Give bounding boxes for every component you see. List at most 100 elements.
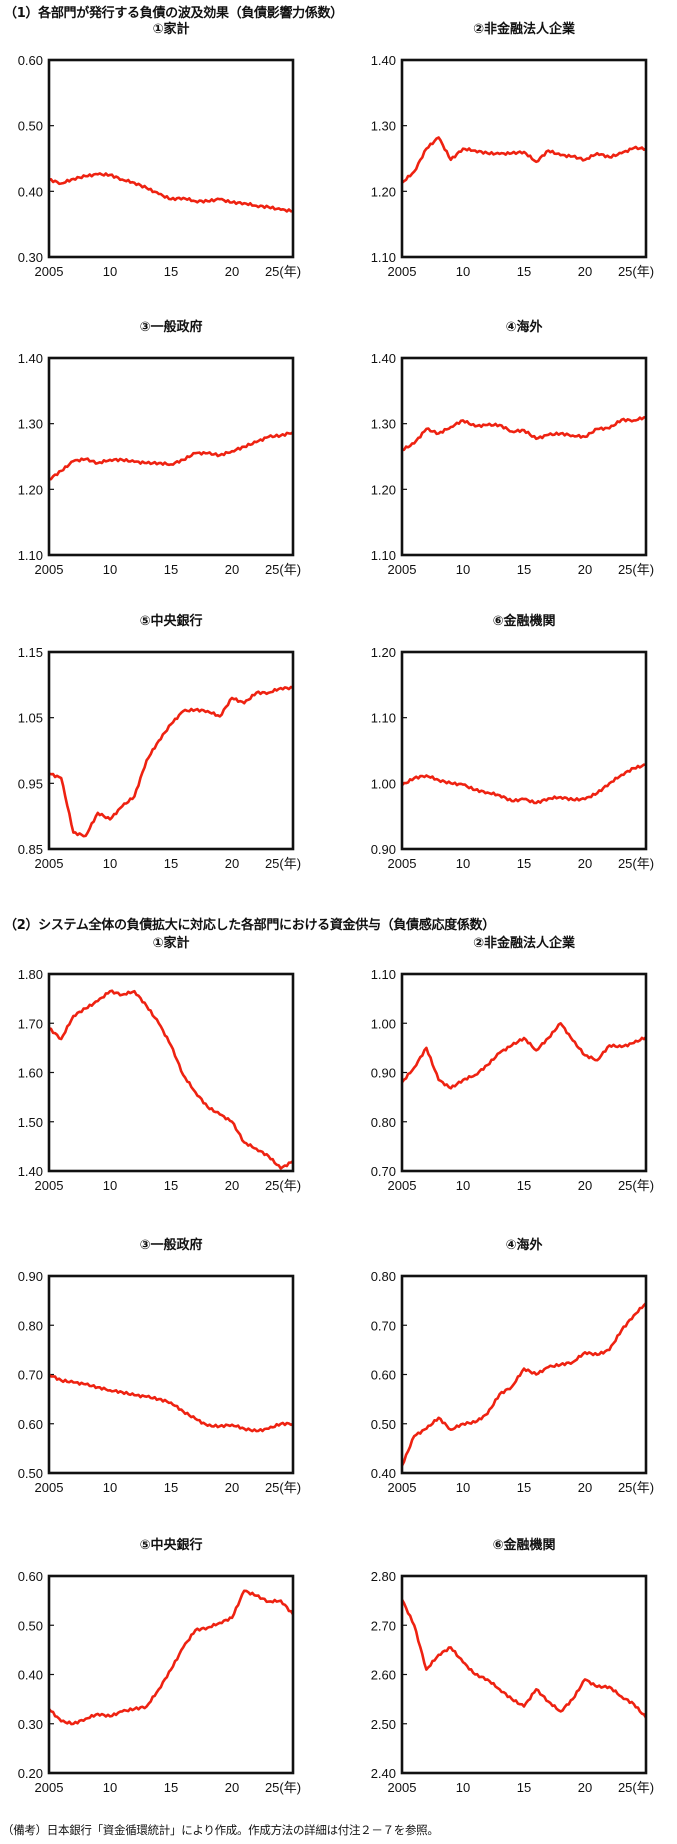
x-tick-label: 10 xyxy=(103,856,117,871)
x-tick-label: 25(年) xyxy=(265,264,301,279)
source-note: （備考）日本銀行「資金循環統計」により作成。作成方法の詳細は付注２－７を参照。 xyxy=(2,1823,439,1837)
y-tick-label: 2.60 xyxy=(371,1668,396,1683)
plot-frame xyxy=(400,972,648,1173)
y-tick-label: 1.00 xyxy=(371,1016,396,1031)
x-tick-label: 10 xyxy=(456,562,470,577)
x-tick-label: 10 xyxy=(456,264,470,279)
data-line xyxy=(400,1598,648,1719)
plot-frame xyxy=(400,58,648,259)
x-tick-label: 2005 xyxy=(388,1178,417,1193)
chart-title: ③一般政府 xyxy=(139,1238,203,1253)
y-tick-label: 1.00 xyxy=(371,776,396,791)
section-2-title: （2）システム全体の負債拡大に対応した各部門における資金供与（負債感応度係数） xyxy=(4,918,495,933)
chart-title: ④海外 xyxy=(505,320,543,335)
x-tick-label: 20 xyxy=(578,1480,592,1495)
y-tick-label: 2.40 xyxy=(371,1766,396,1781)
y-tick-label: 1.20 xyxy=(371,184,396,199)
x-tick-label: 2005 xyxy=(35,562,64,577)
x-tick-label: 10 xyxy=(103,1178,117,1193)
y-tick-label: 0.95 xyxy=(18,776,43,791)
y-tick-label: 1.10 xyxy=(371,250,396,265)
y-tick-label: 1.70 xyxy=(18,1016,43,1031)
plot-frame xyxy=(47,1274,295,1475)
plot-frame xyxy=(400,1574,648,1775)
y-tick-label: 1.60 xyxy=(18,1066,43,1081)
y-tick-label: 1.50 xyxy=(18,1115,43,1130)
y-tick-label: 1.40 xyxy=(18,351,43,366)
y-tick-label: 0.80 xyxy=(18,1318,43,1333)
chart-panel-s1-overseas: ④海外 1.40 1.30 1.20 1.10 2005 10 15 20 25(年) xyxy=(345,316,675,606)
y-tick-label: 1.40 xyxy=(371,53,396,68)
chart-title: ③一般政府 xyxy=(139,320,203,335)
x-tick-label: 20 xyxy=(225,1480,239,1495)
x-tick-label: 10 xyxy=(103,1780,117,1795)
data-line xyxy=(48,431,294,481)
data-line xyxy=(48,1589,295,1726)
x-tick-label: 20 xyxy=(578,264,592,279)
x-tick-label: 2005 xyxy=(35,856,64,871)
x-tick-label: 15 xyxy=(164,856,178,871)
x-tick-label: 20 xyxy=(225,1780,239,1795)
x-tick-label: 15 xyxy=(164,264,178,279)
x-tick-label: 15 xyxy=(164,562,178,577)
y-tick-label: 0.50 xyxy=(18,119,43,134)
x-tick-label: 10 xyxy=(456,1780,470,1795)
plot-frame xyxy=(47,650,295,851)
y-tick-label: 0.20 xyxy=(18,1766,43,1781)
x-tick-label: 2005 xyxy=(35,1780,64,1795)
y-tick-label: 0.40 xyxy=(18,184,43,199)
x-tick-label: 20 xyxy=(578,1178,592,1193)
y-tick-label: 0.90 xyxy=(18,1269,43,1284)
y-tick-label: 0.60 xyxy=(371,1368,396,1383)
y-tick-label: 0.70 xyxy=(18,1368,43,1383)
y-tick-label: 2.70 xyxy=(371,1618,396,1633)
plot-frame xyxy=(47,356,295,557)
x-tick-label: 20 xyxy=(578,856,592,871)
plot-frame xyxy=(400,650,648,851)
data-line xyxy=(401,415,647,452)
section-1-title: （1）各部門が発行する負債の波及効果（負債影響力係数） xyxy=(4,6,343,21)
x-tick-label: 2005 xyxy=(35,1178,64,1193)
data-line xyxy=(401,136,647,184)
chart-panel-s2-central-bank: ⑤中央銀行 0.60 0.50 0.40 0.30 0.20 2005 10 15 20 25(年) xyxy=(0,1534,330,1824)
x-tick-label: 20 xyxy=(225,1178,239,1193)
x-tick-label: 20 xyxy=(578,562,592,577)
y-tick-label: 0.90 xyxy=(371,1066,396,1081)
y-tick-label: 0.40 xyxy=(18,1668,43,1683)
x-tick-label: 2005 xyxy=(388,856,417,871)
chart-title: ④海外 xyxy=(505,1238,543,1253)
y-tick-label: 0.80 xyxy=(371,1269,396,1284)
x-tick-label: 10 xyxy=(103,1480,117,1495)
x-tick-label: 2005 xyxy=(388,1480,417,1495)
y-tick-label: 0.90 xyxy=(371,842,396,857)
x-tick-label: 2005 xyxy=(388,264,417,279)
x-tick-label: 25(年) xyxy=(265,562,301,577)
data-line xyxy=(48,172,294,213)
y-tick-label: 0.60 xyxy=(18,53,43,68)
y-tick-label: 0.60 xyxy=(18,1569,43,1584)
x-tick-label: 20 xyxy=(225,264,239,279)
y-tick-label: 0.60 xyxy=(18,1417,43,1432)
data-line xyxy=(400,1302,647,1467)
y-tick-label: 0.50 xyxy=(18,1618,43,1633)
x-tick-label: 15 xyxy=(164,1780,178,1795)
x-tick-label: 2005 xyxy=(35,264,64,279)
chart-title: ⑤中央銀行 xyxy=(139,614,203,629)
y-tick-label: 1.40 xyxy=(371,351,396,366)
x-tick-label: 10 xyxy=(103,264,117,279)
y-tick-label: 0.85 xyxy=(18,842,43,857)
y-tick-label: 1.20 xyxy=(18,482,43,497)
y-tick-label: 0.70 xyxy=(371,1318,396,1333)
chart-title: ⑥金融機関 xyxy=(492,1538,556,1553)
y-tick-label: 1.20 xyxy=(371,645,396,660)
chart-panel-s1-central-bank: ⑤中央銀行 1.15 1.05 0.95 0.85 2005 10 15 20 25(年) xyxy=(0,610,330,900)
x-tick-label: 25(年) xyxy=(265,1178,301,1193)
chart-panel-s2-nonfinancial-corp: ②非金融法人企業 1.10 1.00 0.90 0.80 0.70 2005 10 15 20 25… xyxy=(345,932,675,1222)
x-tick-label: 10 xyxy=(456,1178,470,1193)
